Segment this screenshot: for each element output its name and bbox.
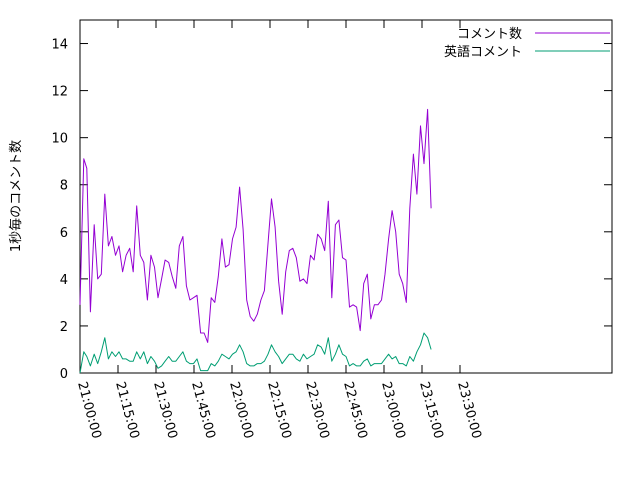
series-lines <box>79 108 432 374</box>
y-tick-label: 8 <box>60 179 68 194</box>
y-axis: 0 2 4 6 8 10 12 14 <box>51 38 612 382</box>
y-tick-label: 10 <box>51 132 68 147</box>
x-tick-label: 22:15:00 <box>264 380 294 440</box>
x-tick-label: 21:15:00 <box>112 380 142 440</box>
x-tick-label: 21:00:00 <box>74 380 104 440</box>
x-tick-label: 22:00:00 <box>226 380 256 440</box>
x-tick-label: 21:45:00 <box>188 380 218 440</box>
x-tick-label: 23:15:00 <box>416 380 446 440</box>
series-line-2 <box>79 332 432 374</box>
y-axis-label: 1秒毎のコメント数 <box>8 140 24 252</box>
y-tick-label: 6 <box>60 226 68 241</box>
x-tick-label: 23:00:00 <box>378 380 408 440</box>
x-tick-label: 21:30:00 <box>150 380 180 440</box>
y-tick-label: 0 <box>60 367 68 382</box>
x-tick-label: 23:30:00 <box>454 380 484 440</box>
y-tick-label: 14 <box>51 38 68 53</box>
x-tick-label: 22:30:00 <box>302 380 332 440</box>
x-tick-label: 22:45:00 <box>340 380 370 440</box>
y-tick-label: 2 <box>60 320 68 335</box>
legend-label: 英語コメント <box>444 44 522 60</box>
legend-label: コメント数 <box>457 27 522 42</box>
y-tick-label: 4 <box>60 273 68 288</box>
y-tick-label: 12 <box>51 85 68 100</box>
plot-border <box>79 19 613 374</box>
plot-area <box>79 19 613 374</box>
series-line-1 <box>79 108 432 343</box>
